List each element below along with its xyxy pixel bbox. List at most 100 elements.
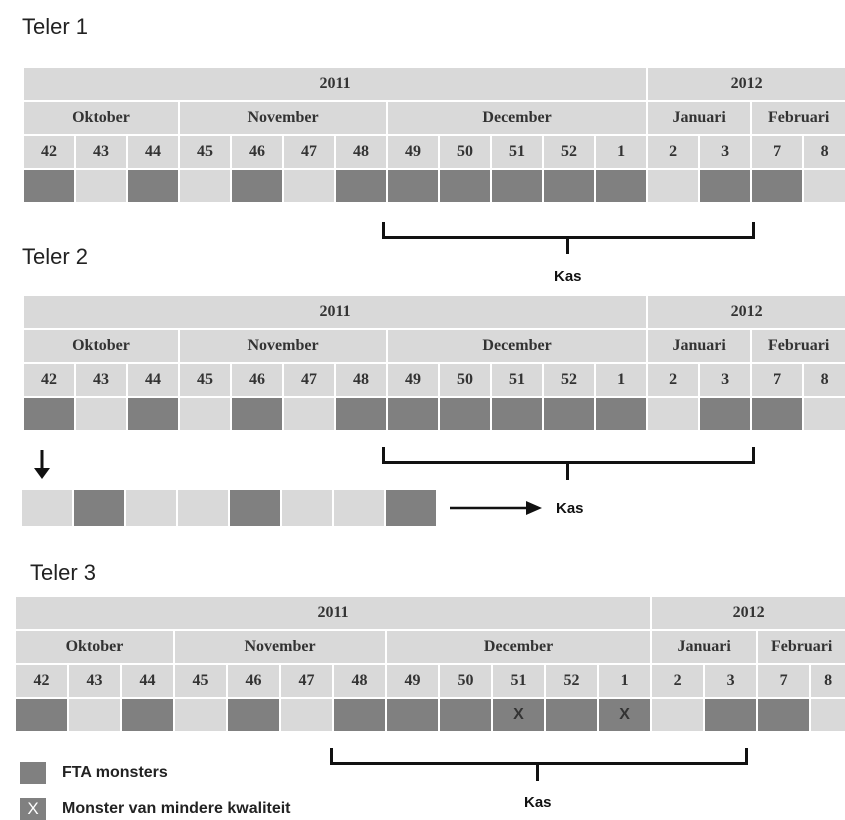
no-sample-cell bbox=[810, 698, 845, 732]
month-cell: December bbox=[386, 630, 651, 664]
week-cell: 2 bbox=[651, 664, 704, 698]
kas-bracket bbox=[382, 222, 755, 239]
down-arrow-icon bbox=[30, 448, 54, 485]
fta-sample-cell bbox=[231, 397, 283, 431]
week-cell: 49 bbox=[387, 363, 439, 397]
month-cell: Oktober bbox=[15, 630, 174, 664]
fta-sample-cell bbox=[543, 169, 595, 203]
fta-sample-cell bbox=[387, 397, 439, 431]
week-cell: 44 bbox=[127, 135, 179, 169]
week-cell: 7 bbox=[751, 135, 803, 169]
no-sample-cell bbox=[647, 169, 699, 203]
week-cell: 8 bbox=[803, 363, 845, 397]
fta-sample-cell bbox=[387, 169, 439, 203]
month-cell: Oktober bbox=[23, 101, 179, 135]
no-sample-cell bbox=[75, 169, 127, 203]
week-cell: 48 bbox=[335, 135, 387, 169]
month-cell: Januari bbox=[651, 630, 757, 664]
fta-sample-cell bbox=[757, 698, 810, 732]
week-cell: 3 bbox=[704, 664, 757, 698]
month-cell: Januari bbox=[647, 101, 751, 135]
fta-sample-cell bbox=[699, 169, 751, 203]
legend-swatch-low-quality: X bbox=[20, 798, 46, 820]
fta-sample-cell bbox=[545, 698, 598, 732]
month-cell: Februari bbox=[757, 630, 845, 664]
week-cell: 43 bbox=[75, 363, 127, 397]
week-cell: 47 bbox=[280, 664, 333, 698]
week-cell: 2 bbox=[647, 135, 699, 169]
week-cell: 46 bbox=[227, 664, 280, 698]
no-sample-cell bbox=[647, 397, 699, 431]
week-cell: 47 bbox=[283, 135, 335, 169]
no-sample-cell bbox=[803, 397, 845, 431]
week-cell: 45 bbox=[179, 135, 231, 169]
right-arrow-icon bbox=[450, 498, 544, 523]
week-cell: 52 bbox=[543, 363, 595, 397]
week-cell: 51 bbox=[492, 664, 545, 698]
legend-label-low-quality: Monster van mindere kwaliteit bbox=[62, 800, 291, 818]
no-sample-cell bbox=[68, 698, 121, 732]
year-cell: 2012 bbox=[647, 67, 845, 101]
week-cell: 1 bbox=[595, 363, 647, 397]
week-cell: 1 bbox=[595, 135, 647, 169]
fta-sample-cell bbox=[231, 169, 283, 203]
fta-sample-cell bbox=[23, 169, 75, 203]
teler-2-calendar-grid: 2011 2012 Oktober November December Janu… bbox=[22, 294, 845, 432]
week-cell: 48 bbox=[333, 664, 386, 698]
month-cell: December bbox=[387, 101, 647, 135]
kas-label: Kas bbox=[524, 794, 552, 811]
week-cell: 43 bbox=[68, 664, 121, 698]
sample-strip bbox=[22, 490, 438, 526]
teler-1-title: Teler 1 bbox=[22, 14, 88, 40]
low-quality-sample-cell: X bbox=[598, 698, 651, 732]
week-cell: 48 bbox=[335, 363, 387, 397]
kas-bracket bbox=[330, 748, 748, 765]
week-cell: 52 bbox=[545, 664, 598, 698]
fta-sample-cell bbox=[704, 698, 757, 732]
week-cell: 50 bbox=[439, 363, 491, 397]
no-sample-cell bbox=[174, 698, 227, 732]
month-cell: Oktober bbox=[23, 329, 179, 363]
teler-3-title: Teler 3 bbox=[30, 560, 96, 586]
fta-sample-cell bbox=[23, 397, 75, 431]
fta-sample-cell bbox=[491, 169, 543, 203]
month-cell: November bbox=[179, 329, 387, 363]
week-cell: 3 bbox=[699, 135, 751, 169]
week-cell: 49 bbox=[386, 664, 439, 698]
week-cell: 50 bbox=[439, 664, 492, 698]
fta-sample-cell bbox=[227, 698, 280, 732]
teler-1-calendar-grid: 2011 2012 Oktober November December Janu… bbox=[22, 66, 845, 204]
fta-sample-cell bbox=[386, 698, 439, 732]
strip-fta-sample-cell bbox=[230, 490, 282, 526]
month-cell: Februari bbox=[751, 329, 845, 363]
week-cell: 43 bbox=[75, 135, 127, 169]
month-cell: Januari bbox=[647, 329, 751, 363]
week-cell: 52 bbox=[543, 135, 595, 169]
fta-sample-cell bbox=[543, 397, 595, 431]
year-cell: 2011 bbox=[23, 67, 647, 101]
kas-bracket-stem bbox=[536, 765, 539, 781]
no-sample-cell bbox=[75, 397, 127, 431]
fta-sample-cell bbox=[439, 698, 492, 732]
week-cell: 44 bbox=[127, 363, 179, 397]
week-cell: 1 bbox=[598, 664, 651, 698]
week-cell: 42 bbox=[15, 664, 68, 698]
legend-swatch-fta bbox=[20, 762, 46, 784]
strip-empty-cell bbox=[22, 490, 74, 526]
month-cell: November bbox=[179, 101, 387, 135]
kas-label: Kas bbox=[556, 500, 584, 517]
fta-sample-cell bbox=[439, 397, 491, 431]
kas-bracket-stem bbox=[566, 464, 569, 480]
fta-sample-cell bbox=[595, 169, 647, 203]
teler-3-calendar-grid: 2011 2012 Oktober November December Janu… bbox=[14, 595, 845, 733]
fta-sample-cell bbox=[699, 397, 751, 431]
no-sample-cell bbox=[651, 698, 704, 732]
week-cell: 45 bbox=[179, 363, 231, 397]
week-cell: 49 bbox=[387, 135, 439, 169]
week-cell: 51 bbox=[491, 363, 543, 397]
kas-label: Kas bbox=[554, 268, 582, 285]
week-cell: 45 bbox=[174, 664, 227, 698]
strip-fta-sample-cell bbox=[386, 490, 438, 526]
week-cell: 42 bbox=[23, 363, 75, 397]
no-sample-cell bbox=[179, 397, 231, 431]
